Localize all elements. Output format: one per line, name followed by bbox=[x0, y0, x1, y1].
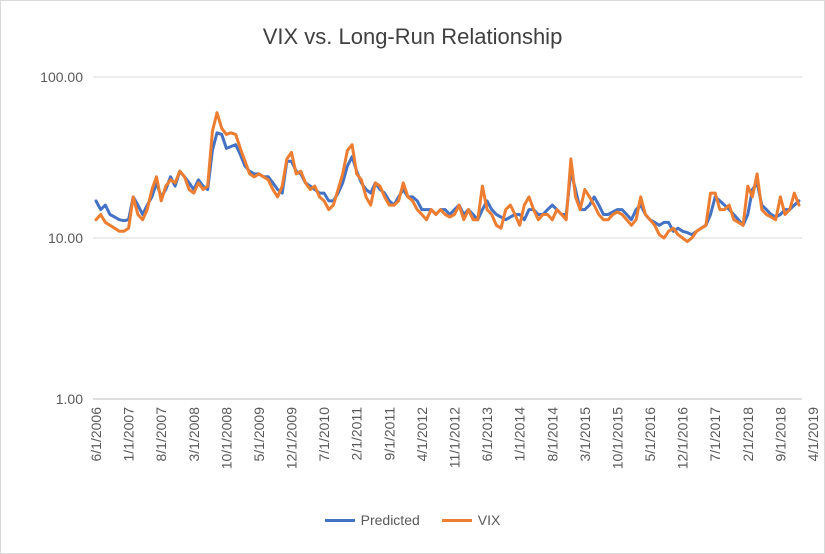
x-tick-label: 4/1/2012 bbox=[414, 407, 430, 462]
legend-item-vix: VIX bbox=[441, 512, 501, 528]
x-tick-label: 3/1/2008 bbox=[186, 407, 202, 462]
x-tick-label: 6/1/2006 bbox=[88, 407, 104, 462]
chart-title: VIX vs. Long-Run Relationship bbox=[262, 24, 563, 49]
x-tick-label: 5/1/2009 bbox=[251, 407, 267, 462]
x-tick-label: 8/1/2007 bbox=[153, 407, 169, 462]
x-tick-label: 5/1/2016 bbox=[642, 407, 658, 462]
x-tick-label: 9/1/2011 bbox=[381, 407, 397, 461]
x-tick-label: 11/1/2012 bbox=[446, 407, 462, 468]
x-tick-label: 9/1/2018 bbox=[772, 407, 788, 462]
x-tick-label: 1/1/2007 bbox=[121, 407, 137, 462]
x-tick-label: 6/1/2013 bbox=[479, 407, 495, 462]
x-tick-label: 10/1/2015 bbox=[609, 407, 625, 469]
x-tick-label: 7/1/2017 bbox=[707, 407, 723, 462]
legend-label-vix: VIX bbox=[477, 512, 501, 528]
y-tick-label: 100.00 bbox=[40, 69, 83, 85]
x-tick-label: 4/1/2019 bbox=[805, 407, 821, 462]
x-tick-label: 12/1/2016 bbox=[675, 407, 691, 469]
y-tick-label: 10.00 bbox=[48, 230, 83, 246]
x-tick-label: 3/1/2015 bbox=[577, 407, 593, 462]
legend-label-predicted: Predicted bbox=[360, 512, 420, 528]
legend-swatch-predicted bbox=[324, 518, 355, 522]
legend-swatch-vix bbox=[441, 518, 472, 522]
x-tick-label: 10/1/2008 bbox=[218, 407, 234, 469]
chart-legend: Predicted VIX bbox=[0, 512, 825, 528]
series-line-vix bbox=[94, 111, 801, 244]
y-tick-label: 1.00 bbox=[56, 391, 83, 407]
x-tick-label: 2/1/2018 bbox=[740, 407, 756, 462]
x-tick-label: 8/1/2014 bbox=[544, 407, 560, 462]
x-tick-label: 1/1/2014 bbox=[512, 407, 528, 462]
x-tick-label: 2/1/2011 bbox=[349, 407, 365, 461]
x-tick-label: 7/1/2010 bbox=[316, 407, 332, 462]
x-tick-label: 12/1/2009 bbox=[284, 407, 300, 469]
series-line-predicted bbox=[94, 131, 801, 237]
legend-item-predicted: Predicted bbox=[324, 512, 420, 528]
